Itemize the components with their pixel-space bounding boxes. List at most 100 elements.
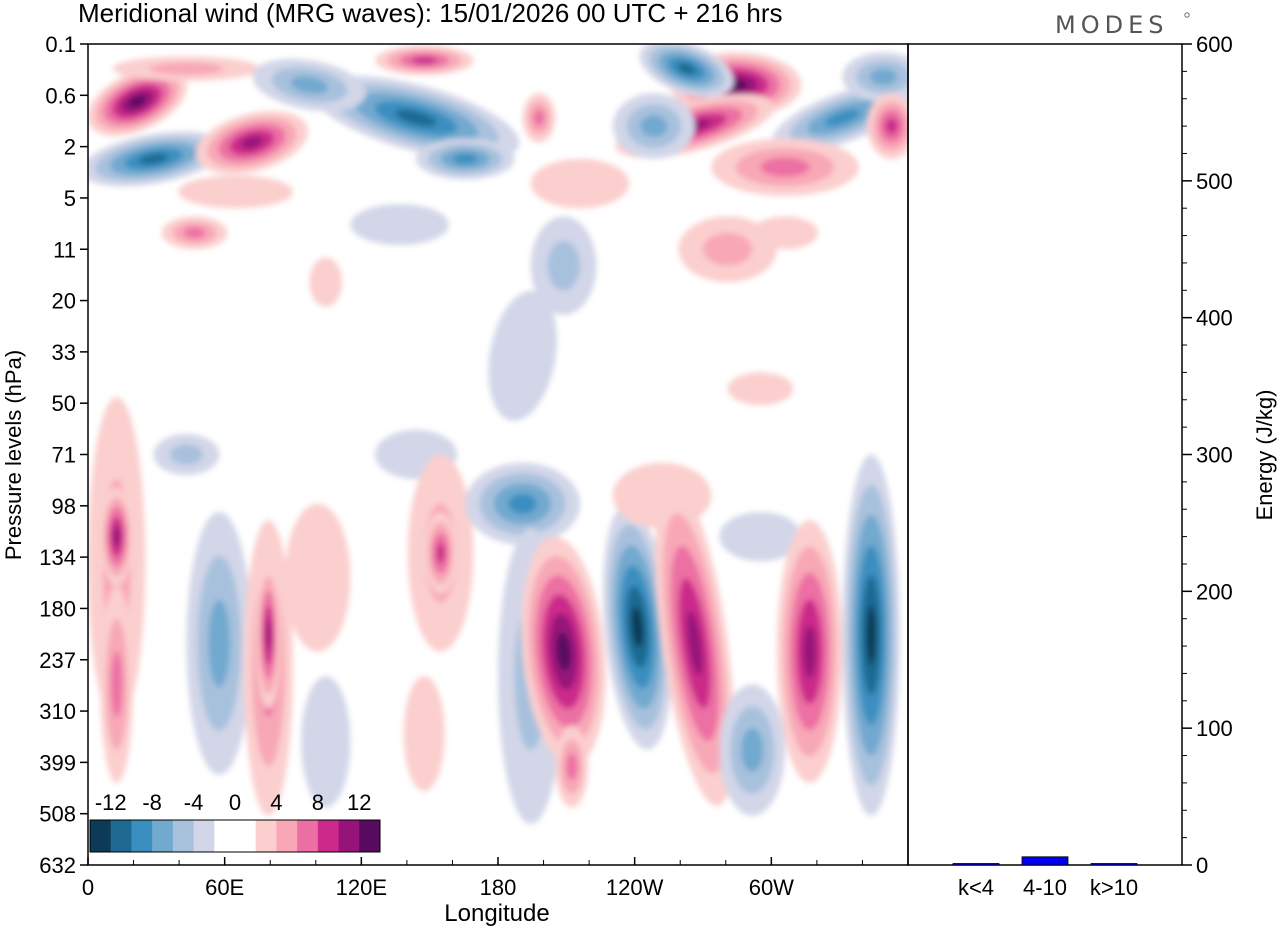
y-tick-label: 237 (39, 648, 76, 673)
energy-tick-label: 0 (1196, 853, 1208, 878)
positive-wind-cell (885, 117, 898, 135)
colorbar-swatch (90, 820, 112, 852)
colorbar-swatch (255, 820, 277, 852)
colorbar (90, 820, 381, 852)
x-tick-label: 0 (82, 875, 94, 900)
negative-wind-cell (395, 109, 437, 127)
energy-bar (1021, 856, 1069, 866)
x-tick-label: 120E (336, 875, 387, 900)
positive-wind-cell (803, 625, 817, 678)
positive-wind-cell (530, 158, 630, 209)
y-tick-label: 0.1 (45, 32, 76, 57)
colorbar-label: 8 (312, 790, 324, 815)
colorbar-swatch (276, 820, 298, 852)
heatmap-field (88, 44, 908, 824)
positive-wind-cell (149, 62, 224, 75)
energy-category-label: 4-10 (1023, 875, 1067, 900)
energy-bars: k<4 4-10 k>10 (952, 856, 1138, 900)
energy-panel-frame (907, 43, 1183, 866)
colorbar-label: 12 (347, 790, 371, 815)
energy-tick-label: 200 (1196, 579, 1233, 604)
longitude-axis: 0 60E 120E 180 120W 60W (82, 857, 863, 900)
energy-category-label: k<4 (958, 875, 994, 900)
negative-wind-cell (631, 606, 644, 648)
negative-wind-cell (452, 153, 478, 165)
y-tick-label: 508 (39, 802, 76, 827)
positive-wind-cell (703, 232, 753, 266)
energy-tick-label: 400 (1196, 306, 1233, 331)
negative-wind-cell (208, 599, 231, 688)
negative-wind-cell (677, 62, 696, 75)
y-tick-label: 310 (39, 699, 76, 724)
negative-wind-cell (719, 511, 802, 562)
positive-wind-cell (752, 216, 818, 250)
y-tick-label: 98 (52, 494, 76, 519)
positive-wind-cell (566, 752, 578, 781)
y-tick-label: 50 (52, 391, 76, 416)
energy-tick-label: 600 (1196, 32, 1233, 57)
colorbar-label: -12 (95, 790, 127, 815)
negative-wind-cell (869, 68, 898, 86)
positive-wind-cell (556, 632, 571, 671)
colorbar-frame (89, 819, 381, 853)
positive-wind-cell (183, 227, 206, 239)
colorbar-swatch (359, 820, 381, 852)
colorbar-swatch (172, 820, 195, 852)
y-tick-label: 71 (52, 443, 76, 468)
energy-axis-label: Energy (J/kg) (1252, 390, 1277, 521)
positive-wind-cell (411, 56, 437, 65)
negative-wind-cell (741, 728, 764, 772)
y-tick-label: 399 (39, 750, 76, 775)
colorbar-swatch (235, 820, 257, 852)
negative-wind-cell (170, 444, 203, 465)
colorbar-swatch (131, 820, 153, 852)
negative-wind-cell (139, 153, 169, 165)
pressure-axis: 0.1 0.6 2 5 11 20 33 50 71 98 134 180 237 310 399 508 63… (39, 32, 88, 878)
colorbar-swatch (338, 820, 360, 852)
energy-tick-label: 300 (1196, 443, 1233, 468)
y-tick-label: 180 (39, 596, 76, 621)
negative-wind-cell (824, 109, 860, 127)
logo-registered-icon (1184, 12, 1190, 18)
x-tick-label: 120W (606, 875, 664, 900)
negative-wind-cell (866, 605, 876, 666)
positive-wind-cell (178, 175, 293, 209)
positive-wind-cell (240, 136, 264, 149)
negative-wind-cell (547, 241, 580, 291)
negative-wind-cell (508, 493, 537, 515)
colorbar-swatch (193, 820, 215, 852)
energy-bar (1090, 863, 1138, 866)
colorbar-swatch (110, 820, 132, 852)
colorbar-labels: -12 -8 -4 0 4 8 12 (95, 790, 372, 815)
y-tick-label: 20 (52, 289, 76, 314)
positive-wind-cell (113, 526, 120, 547)
y-tick-label: 33 (52, 340, 76, 365)
negative-wind-cell (290, 76, 329, 94)
colorbar-label: 0 (229, 790, 241, 815)
energy-bar (952, 863, 1000, 866)
y-tick-label: 5 (64, 186, 76, 211)
colorbar-swatch (317, 820, 340, 852)
colorbar-swatch (297, 820, 319, 852)
y-axis-label: Pressure levels (hPa) (1, 350, 26, 560)
negative-wind-cell (301, 676, 351, 808)
positive-wind-cell (533, 109, 545, 127)
positive-wind-cell (309, 257, 343, 307)
x-tick-label: 180 (480, 875, 517, 900)
colorbar-label: 4 (270, 790, 282, 815)
colorbar-swatch (214, 820, 236, 852)
positive-wind-cell (686, 610, 703, 676)
x-tick-label: 60W (749, 875, 794, 900)
negative-wind-cell (640, 115, 668, 138)
y-tick-label: 2 (64, 135, 76, 160)
energy-category-label: k>10 (1090, 875, 1138, 900)
positive-wind-cell (128, 95, 146, 108)
colorbar-swatch (152, 820, 174, 852)
positive-wind-cell (403, 676, 445, 792)
colorbar-label: -4 (184, 790, 204, 815)
y-tick-label: 11 (53, 237, 76, 262)
negative-wind-cell (350, 204, 449, 246)
y-tick-label: 134 (39, 545, 76, 570)
x-axis-label: Longitude (444, 900, 549, 927)
